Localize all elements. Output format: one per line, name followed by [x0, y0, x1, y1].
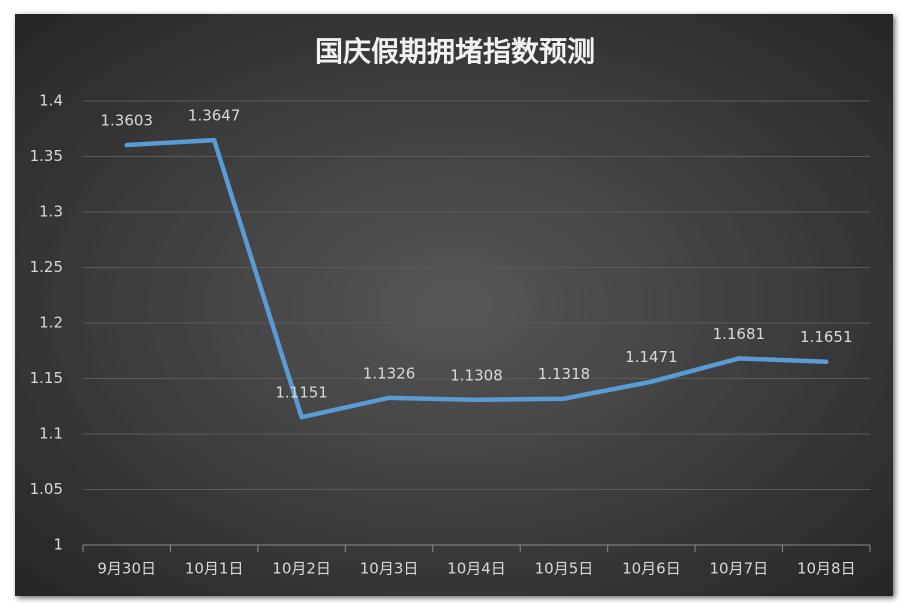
data-label: 1.1318: [538, 365, 591, 383]
y-tick-label: 1.05: [30, 480, 63, 498]
y-tick-label: 1: [53, 536, 63, 554]
y-tick-label: 1.2: [39, 314, 63, 332]
y-tick-label: 1.3: [39, 203, 63, 221]
chart-title: 国庆假期拥堵指数预测: [315, 35, 595, 68]
y-tick-label: 1.4: [39, 92, 63, 110]
data-label: 1.1471: [625, 348, 678, 366]
data-label: 1.1681: [713, 325, 766, 343]
x-tick-label: 10月4日: [447, 560, 506, 578]
y-tick-label: 1.1: [39, 425, 63, 443]
data-line: [124, 137, 829, 420]
data-label: 1.3647: [188, 107, 241, 125]
data-label: 1.1651: [800, 328, 853, 346]
y-tick-label: 1.25: [30, 258, 63, 276]
y-tick-label: 1.35: [30, 147, 63, 165]
x-tick-label: 10月5日: [535, 560, 594, 578]
data-label: 1.1151: [275, 384, 328, 402]
x-tick-label: 10月7日: [710, 560, 769, 578]
data-label: 1.1308: [450, 366, 503, 384]
x-tick-label: 10月1日: [185, 560, 244, 578]
x-tick-label: 10月2日: [272, 560, 331, 578]
x-tick-label: 10月3日: [360, 560, 419, 578]
data-label: 1.3603: [100, 112, 153, 130]
x-tick-label: 10月8日: [797, 560, 856, 578]
x-tick-label: 10月6日: [622, 560, 681, 578]
x-tick-label: 9月30日: [97, 560, 156, 578]
chart-background: [15, 14, 893, 596]
y-tick-label: 1.15: [30, 369, 63, 387]
data-label: 1.1326: [363, 364, 416, 382]
